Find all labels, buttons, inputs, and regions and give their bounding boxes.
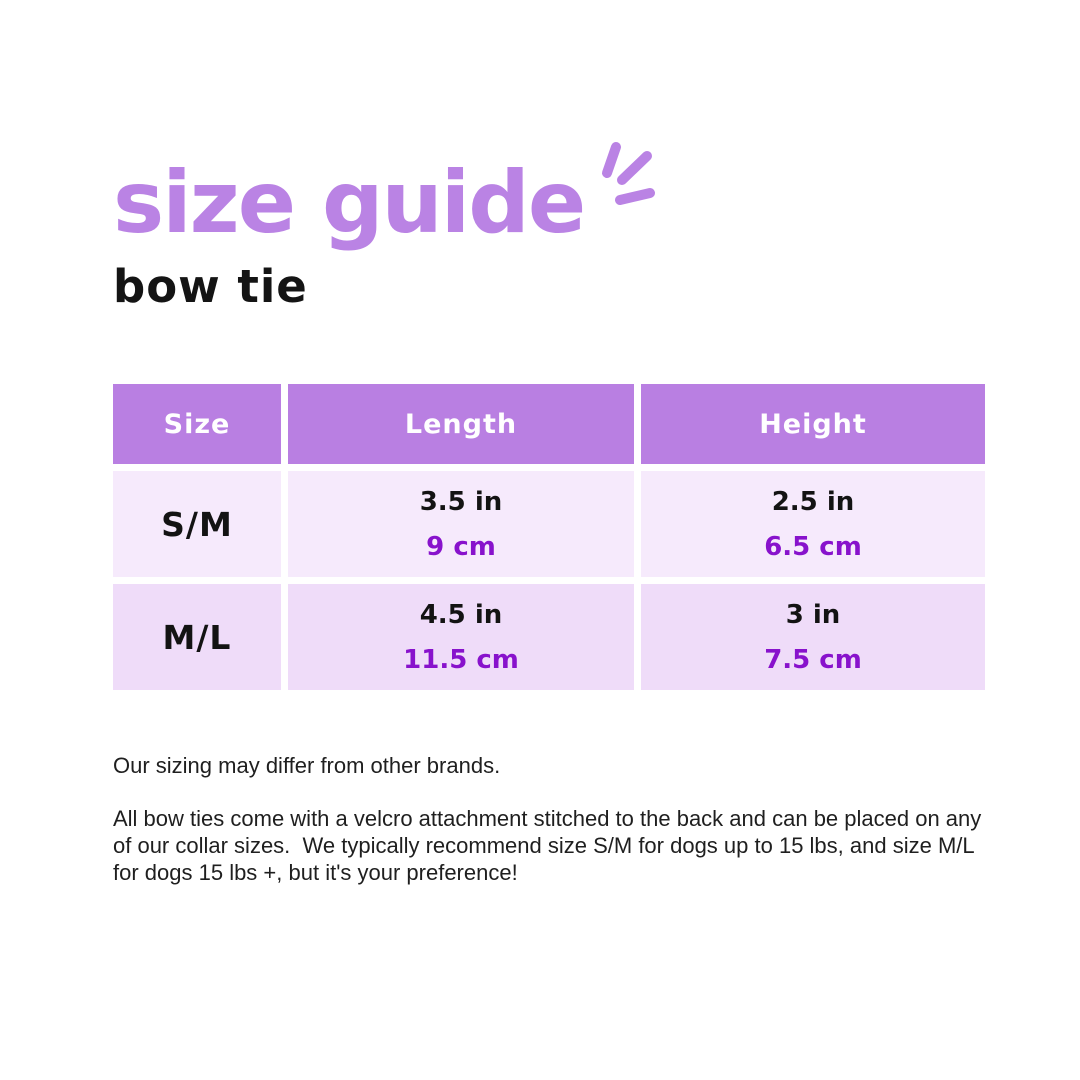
column-header-height: Height — [641, 384, 985, 465]
size-guide-card: size guide bow tie Size Length Height S/… — [113, 0, 985, 886]
height-inches: 3 in — [785, 599, 841, 630]
page-subtitle: bow tie — [113, 260, 308, 314]
sparkle-icon — [602, 142, 656, 205]
length-inches: 4.5 in — [419, 599, 503, 630]
notes-section: Our sizing may differ from other brands.… — [113, 752, 991, 886]
column-header-length: Length — [288, 384, 634, 465]
length-cm: 9 cm — [426, 531, 496, 562]
height-cm: 6.5 cm — [764, 531, 862, 562]
note-intro: Our sizing may differ from other brands. — [113, 753, 501, 779]
size-value: M/L — [162, 617, 232, 657]
height-cm: 7.5 cm — [764, 644, 862, 675]
table-row-sm-size: S/M — [113, 471, 281, 578]
size-value: S/M — [161, 504, 233, 544]
table-row-sm-length: 3.5 in 9 cm — [288, 471, 634, 578]
page-title: size guide — [113, 153, 586, 253]
size-table: Size Length Height S/M 3.5 in 9 cm 2.5 i… — [113, 384, 985, 691]
length-cm: 11.5 cm — [403, 644, 519, 675]
table-row-ml-size: M/L — [113, 584, 281, 691]
table-row-ml-height: 3 in 7.5 cm — [641, 584, 985, 691]
height-inches: 2.5 in — [771, 486, 855, 517]
title-row: size guide — [113, 142, 985, 253]
table-row-ml-length: 4.5 in 11.5 cm — [288, 584, 634, 691]
table-row-sm-height: 2.5 in 6.5 cm — [641, 471, 985, 578]
note-details: All bow ties come with a velcro attachme… — [113, 806, 988, 886]
length-inches: 3.5 in — [419, 486, 503, 517]
column-header-size: Size — [113, 384, 281, 465]
